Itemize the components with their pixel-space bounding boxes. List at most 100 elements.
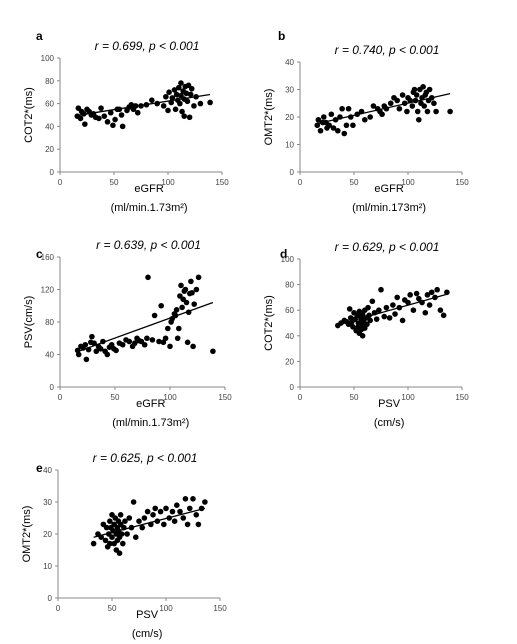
data-point — [118, 112, 125, 118]
data-point — [181, 113, 187, 119]
y-tick-label: 10 — [285, 141, 294, 150]
data-point — [144, 335, 150, 342]
data-point — [130, 499, 137, 505]
data-point — [191, 103, 197, 109]
y-tick-label: 30 — [285, 86, 294, 95]
data-point — [172, 106, 179, 113]
x-tick-label: 150 — [218, 393, 232, 402]
panel-label: d — [280, 247, 287, 261]
data-point — [174, 335, 181, 342]
data-point — [82, 121, 88, 127]
data-point — [437, 307, 444, 314]
data-point — [157, 508, 164, 515]
data-point — [183, 90, 190, 97]
correlation-annotation: r = 0.625, p < 0.001 — [93, 451, 198, 465]
data-point — [409, 103, 416, 109]
data-point — [405, 299, 411, 306]
data-point — [411, 86, 418, 93]
correlation-annotation: r = 0.740, p < 0.001 — [335, 43, 440, 57]
chart-panel-d: d r = 0.629, p < 0.001 0 50 100 150 0 20 40 60 80 1… — [263, 240, 469, 429]
data-point — [184, 521, 191, 528]
data-point — [118, 531, 125, 537]
trend-line — [76, 301, 214, 353]
data-point — [116, 550, 123, 556]
y-tick-label: 100 — [281, 255, 295, 264]
panel-label: c — [36, 247, 43, 261]
x-tick-label: 100 — [161, 178, 175, 187]
data-point — [149, 337, 156, 343]
y-tick-label: 40 — [45, 351, 54, 360]
data-point — [119, 123, 126, 130]
x-tick-label: 150 — [215, 178, 229, 187]
data-point — [416, 295, 422, 302]
data-point — [169, 508, 176, 515]
x-axis-label: PSV — [136, 609, 159, 621]
trend-line — [76, 93, 211, 117]
y-tick-label: 20 — [43, 530, 52, 539]
data-point — [364, 321, 370, 328]
data-point — [152, 505, 158, 512]
data-point — [404, 108, 410, 115]
data-point — [177, 100, 183, 107]
data-point — [166, 89, 172, 95]
data-point — [144, 508, 151, 515]
data-point — [365, 304, 371, 311]
y-axis-label: PSV(cm/s) — [23, 296, 35, 349]
data-point — [104, 351, 111, 358]
data-point — [195, 274, 202, 281]
data-point — [434, 286, 440, 293]
data-point — [150, 512, 156, 518]
correlation-annotation: r = 0.699, p < 0.001 — [95, 39, 200, 53]
data-point — [109, 534, 115, 540]
data-point — [328, 111, 335, 118]
data-point — [98, 105, 104, 111]
x-tick-label: 50 — [111, 393, 120, 402]
data-point — [378, 286, 384, 293]
data-point — [173, 91, 180, 98]
y-axis-label: OMT2*(ms) — [21, 506, 33, 563]
data-point — [110, 122, 116, 129]
chart-panel-a: a r = 0.699, p < 0.001 0 50 100 150 0 20 40 60 80 1… — [23, 29, 229, 214]
data-point — [195, 521, 202, 528]
data-point — [420, 83, 426, 90]
data-point — [422, 309, 429, 316]
data-point — [139, 524, 146, 531]
data-point — [107, 518, 113, 524]
data-point — [97, 346, 104, 352]
data-point — [407, 292, 413, 298]
y-tick-label: 40 — [45, 122, 54, 131]
data-point — [424, 108, 431, 115]
x-axis-unit: (cm/s) — [132, 628, 163, 640]
data-point — [171, 518, 178, 524]
data-point — [190, 496, 196, 502]
data-point — [399, 317, 406, 324]
y-tick-label: 120 — [41, 286, 55, 295]
y-tick-label: 20 — [285, 113, 294, 122]
x-tick-label: 100 — [163, 393, 177, 402]
data-point — [163, 93, 169, 100]
y-tick-label: 40 — [285, 58, 294, 67]
x-tick-label: 150 — [213, 604, 227, 613]
x-axis-unit: (ml/min.173m²) — [352, 202, 426, 214]
x-tick-label: 100 — [401, 393, 415, 402]
data-point — [90, 540, 97, 547]
data-point — [190, 343, 196, 350]
data-point — [424, 292, 431, 298]
data-point — [387, 100, 394, 107]
chart-panel-e: e r = 0.625, p < 0.001 0 50 100 150 0 10 20 30 40 O… — [21, 451, 227, 640]
data-point — [188, 278, 194, 285]
y-tick-label: 0 — [50, 168, 55, 177]
data-point — [189, 289, 195, 296]
data-point — [330, 125, 337, 131]
x-tick-label: 150 — [455, 393, 469, 402]
data-point — [414, 108, 421, 115]
data-point — [167, 343, 173, 350]
data-point — [193, 286, 200, 293]
y-tick-label: 20 — [285, 357, 294, 366]
data-point — [341, 130, 348, 137]
data-point — [177, 508, 183, 515]
data-point — [107, 540, 113, 547]
data-point — [345, 105, 352, 112]
y-tick-label: 0 — [48, 594, 53, 603]
data-point — [447, 108, 453, 115]
